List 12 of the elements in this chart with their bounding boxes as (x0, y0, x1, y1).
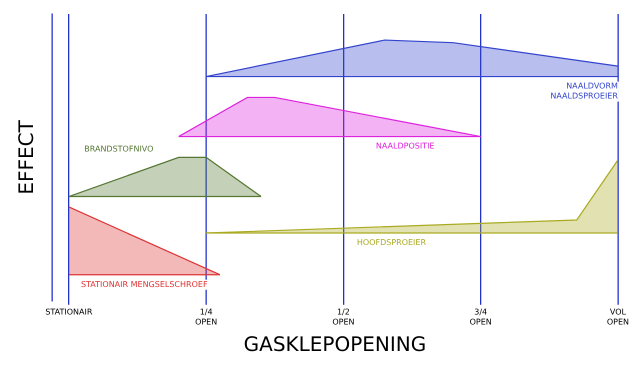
x-axis-title: GASKLEPOPENING (244, 332, 426, 356)
series-label: NAALDVORM NAALDSPROEIER (550, 82, 618, 101)
series-label: BRANDSTOFNIVO (84, 144, 154, 154)
x-tick-label: 1/4 OPEN (195, 308, 218, 326)
series-label: HOOFDSPROEIER (356, 238, 426, 248)
x-tick-label: 3/4 OPEN (470, 308, 492, 326)
y-axis-title: EFFECT (14, 119, 38, 195)
series-label: NAALDPOSITIE (376, 142, 434, 151)
x-tick-label: VOL OPEN (606, 308, 630, 326)
x-tick-label: 1/2 OPEN (332, 308, 354, 326)
series-label: STATIONAIR MENGSELSCHROEF (80, 280, 208, 289)
x-tick-label: STATIONAIR (45, 308, 93, 317)
